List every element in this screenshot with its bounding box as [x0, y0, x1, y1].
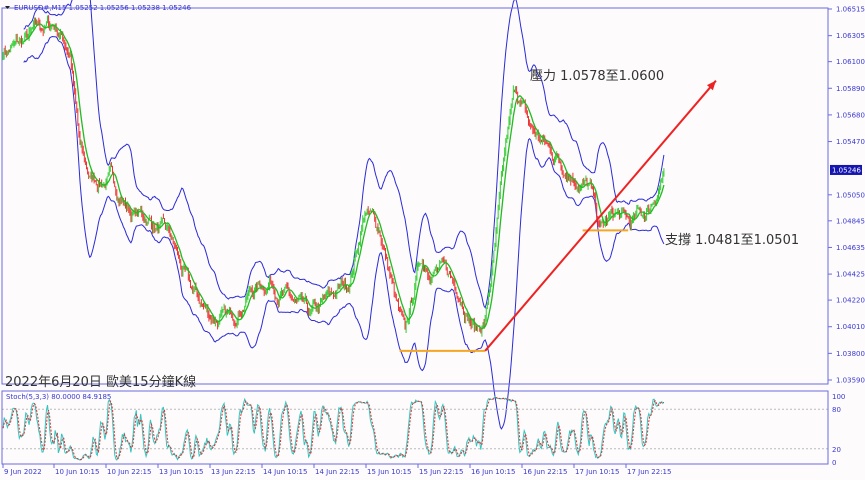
time-label: 14 Jun 22:15	[315, 468, 359, 476]
stoch-main-line	[2, 395, 665, 461]
stoch-tick-label: 20	[832, 446, 841, 454]
ma-line	[23, 23, 665, 330]
stoch-tick-label: 0	[832, 459, 836, 467]
time-label: 10 Jun 10:15	[55, 468, 99, 476]
chart-caption: 2022年6月20日 歐美15分鐘K線	[5, 374, 196, 390]
time-label: 15 Jun 10:15	[367, 468, 411, 476]
current-price-label: 1.05246	[832, 166, 861, 174]
price-tick-label: 1.05470	[836, 138, 865, 146]
resistance-label: 壓力 1.0578至1.0600	[530, 69, 664, 84]
bollinger-bands	[23, 0, 665, 430]
stochastic-pane: 100 80 20 0	[2, 393, 845, 467]
price-tick-label: 1.04845	[836, 217, 865, 225]
price-tick-label: 1.04220	[836, 297, 865, 305]
price-tick-label: 1.03800	[836, 350, 865, 358]
price-tick-label: 1.04425	[836, 271, 865, 279]
price-tick-label: 1.04010	[836, 323, 865, 331]
time-label: 15 Jun 22:15	[419, 468, 463, 476]
price-tick-label: 1.05890	[836, 85, 865, 93]
time-label: 13 Jun 10:15	[159, 468, 203, 476]
time-label: 13 Jun 22:15	[211, 468, 255, 476]
time-label: 17 Jun 10:15	[575, 468, 619, 476]
annotations	[399, 80, 717, 352]
current-price-box	[830, 164, 862, 175]
time-label: 9 Jun 2022	[4, 468, 42, 476]
price-axis: 1.06515 1.06305 1.06100 1.05890 1.05680 1.054…	[828, 6, 865, 385]
time-label: 14 Jun 10:15	[263, 468, 307, 476]
stoch-label: Stoch(5,3,3) 80.0000 84.9185	[6, 393, 111, 401]
time-axis: 9 Jun 2022 10 Jun 10:15 10 Jun 22:15 13 Jun…	[2, 464, 671, 476]
stoch-pane-border	[1, 390, 829, 465]
support-label: 支撐 1.0481至1.0501	[665, 233, 799, 248]
time-label: 16 Jun 10:15	[471, 468, 515, 476]
price-tick-label: 1.05050	[836, 191, 865, 199]
price-pane-border	[1, 7, 829, 385]
symbol-header: EURUSD#,M15 1.05252 1.05256 1.05238 1.05…	[14, 4, 192, 12]
trend-arrow-line	[484, 80, 717, 352]
stoch-tick-label: 100	[832, 393, 845, 401]
bollinger-lower	[23, 35, 665, 430]
price-tick-label: 1.06305	[836, 32, 865, 40]
price-tick-label: 1.06515	[836, 6, 865, 14]
candles	[2, 15, 665, 337]
stoch-signal-line	[2, 397, 664, 461]
price-tick-label: 1.04635	[836, 244, 865, 252]
time-label: 16 Jun 22:15	[523, 468, 567, 476]
price-tick-label: 1.06100	[836, 58, 865, 66]
stoch-tick-label: 80	[832, 406, 841, 414]
arrow-head-icon	[706, 80, 716, 91]
price-tick-label: 1.03590	[836, 377, 865, 385]
time-label: 10 Jun 22:15	[107, 468, 151, 476]
price-tick-label: 1.05680	[836, 111, 865, 119]
bollinger-upper	[23, 0, 665, 309]
moving-average	[23, 23, 665, 330]
collapse-arrow-icon[interactable]	[5, 6, 10, 9]
time-label: 17 Jun 22:15	[627, 468, 671, 476]
